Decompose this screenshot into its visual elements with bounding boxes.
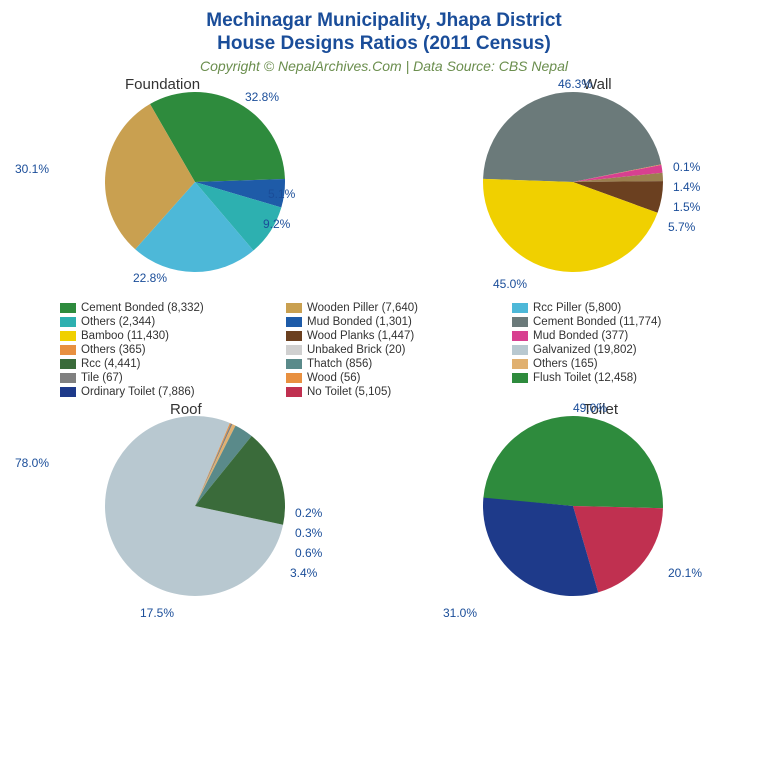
legend-swatch [512, 359, 528, 369]
legend-swatch [512, 303, 528, 313]
legend-item: Wooden Piller (7,640) [286, 302, 502, 314]
legend-label: Others (2,344) [81, 316, 155, 328]
pct-label: 9.2% [263, 217, 290, 231]
pct-label: 0.3% [295, 526, 322, 540]
legend-swatch [60, 387, 76, 397]
legend-label: Rcc Piller (5,800) [533, 302, 621, 314]
legend-label: Wooden Piller (7,640) [307, 302, 418, 314]
legend-label: Tile (67) [81, 372, 123, 384]
toilet-chart: Toilet49.0%20.1%31.0% [393, 406, 753, 646]
legend-swatch [286, 359, 302, 369]
pct-label: 1.4% [673, 180, 700, 194]
pct-label: 46.3% [558, 77, 592, 91]
roof-chart: Roof78.0%0.2%0.3%0.6%3.4%17.5% [15, 406, 375, 646]
legend-swatch [512, 373, 528, 383]
chart-title: Foundation [125, 76, 200, 93]
pct-label: 49.0% [573, 401, 607, 415]
pct-label: 45.0% [493, 277, 527, 291]
legend-item: Mud Bonded (1,301) [286, 316, 502, 328]
legend-label: Wood (56) [307, 372, 360, 384]
legend-swatch [60, 331, 76, 341]
legend-item: Wood Planks (1,447) [286, 330, 502, 342]
legend-item: Unbaked Brick (20) [286, 344, 502, 356]
legend-label: Cement Bonded (11,774) [533, 316, 661, 328]
legend-swatch [60, 317, 76, 327]
legend-label: Cement Bonded (8,332) [81, 302, 204, 314]
pct-label: 31.0% [443, 606, 477, 620]
pct-label: 5.7% [668, 220, 695, 234]
pct-label: 20.1% [668, 566, 702, 580]
foundation-chart: Foundation32.8%5.1%9.2%22.8%30.1% [15, 82, 375, 292]
legend-swatch [512, 345, 528, 355]
legend-swatch [60, 303, 76, 313]
legend-label: Wood Planks (1,447) [307, 330, 414, 342]
pct-label: 0.6% [295, 546, 322, 560]
legend-label: Galvanized (19,802) [533, 344, 637, 356]
legend-label: Flush Toilet (12,458) [533, 372, 637, 384]
legend: Cement Bonded (8,332) Wooden Piller (7,64… [15, 292, 753, 406]
legend-label: Others (165) [533, 358, 598, 370]
legend-swatch [286, 303, 302, 313]
pie-slice [483, 92, 661, 182]
pct-label: 22.8% [133, 271, 167, 285]
legend-label: Rcc (4,441) [81, 358, 140, 370]
legend-item: Cement Bonded (8,332) [60, 302, 276, 314]
legend-label: Ordinary Toilet (7,886) [81, 386, 195, 398]
pct-label: 17.5% [140, 606, 174, 620]
charts-top-row: Foundation32.8%5.1%9.2%22.8%30.1% Wall46… [15, 82, 753, 292]
legend-item: Others (165) [512, 358, 728, 370]
pct-label: 30.1% [15, 162, 49, 176]
pct-label: 0.1% [673, 160, 700, 174]
legend-item: Cement Bonded (11,774) [512, 316, 728, 328]
legend-swatch [286, 373, 302, 383]
legend-item: Wood (56) [286, 372, 502, 384]
legend-label: No Toilet (5,105) [307, 386, 391, 398]
legend-label: Thatch (856) [307, 358, 372, 370]
legend-swatch [286, 317, 302, 327]
title-line1: Mechinagar Municipality, Jhapa District [206, 10, 561, 31]
pct-label: 78.0% [15, 456, 49, 470]
legend-label: Mud Bonded (377) [533, 330, 628, 342]
legend-item: Tile (67) [60, 372, 276, 384]
legend-swatch [286, 387, 302, 397]
legend-item: Rcc (4,441) [60, 358, 276, 370]
pct-label: 3.4% [290, 566, 317, 580]
legend-label: Unbaked Brick (20) [307, 344, 405, 356]
legend-label: Bamboo (11,430) [81, 330, 169, 342]
legend-swatch [60, 359, 76, 369]
legend-swatch [512, 331, 528, 341]
chart-title: Roof [170, 401, 202, 418]
legend-swatch [60, 373, 76, 383]
legend-item: Flush Toilet (12,458) [512, 372, 728, 384]
legend-item: Others (2,344) [60, 316, 276, 328]
legend-item: Others (365) [60, 344, 276, 356]
chart-container: Mechinagar Municipality, Jhapa District … [0, 0, 768, 768]
pct-label: 5.1% [268, 187, 295, 201]
pct-label: 0.2% [295, 506, 322, 520]
legend-label: Mud Bonded (1,301) [307, 316, 412, 328]
legend-swatch [512, 317, 528, 327]
subtitle: Copyright © NepalArchives.Com | Data Sou… [15, 58, 753, 74]
legend-item: Rcc Piller (5,800) [512, 302, 728, 314]
legend-swatch [60, 345, 76, 355]
wall-chart: Wall46.3%0.1%1.4%1.5%5.7%45.0% [393, 82, 753, 292]
legend-item: No Toilet (5,105) [286, 386, 502, 398]
legend-item: Thatch (856) [286, 358, 502, 370]
title-line2: House Designs Ratios (2011 Census) [217, 33, 551, 54]
legend-item: Galvanized (19,802) [512, 344, 728, 356]
title: Mechinagar Municipality, Jhapa District … [15, 10, 753, 56]
pct-label: 32.8% [245, 90, 279, 104]
pie-slice [483, 416, 663, 508]
legend-item: Bamboo (11,430) [60, 330, 276, 342]
charts-bottom-row: Roof78.0%0.2%0.3%0.6%3.4%17.5% Toilet49.… [15, 406, 753, 646]
pct-label: 1.5% [673, 200, 700, 214]
legend-swatch [286, 331, 302, 341]
legend-label: Others (365) [81, 344, 146, 356]
legend-item: Ordinary Toilet (7,886) [60, 386, 276, 398]
legend-swatch [286, 345, 302, 355]
legend-item: Mud Bonded (377) [512, 330, 728, 342]
